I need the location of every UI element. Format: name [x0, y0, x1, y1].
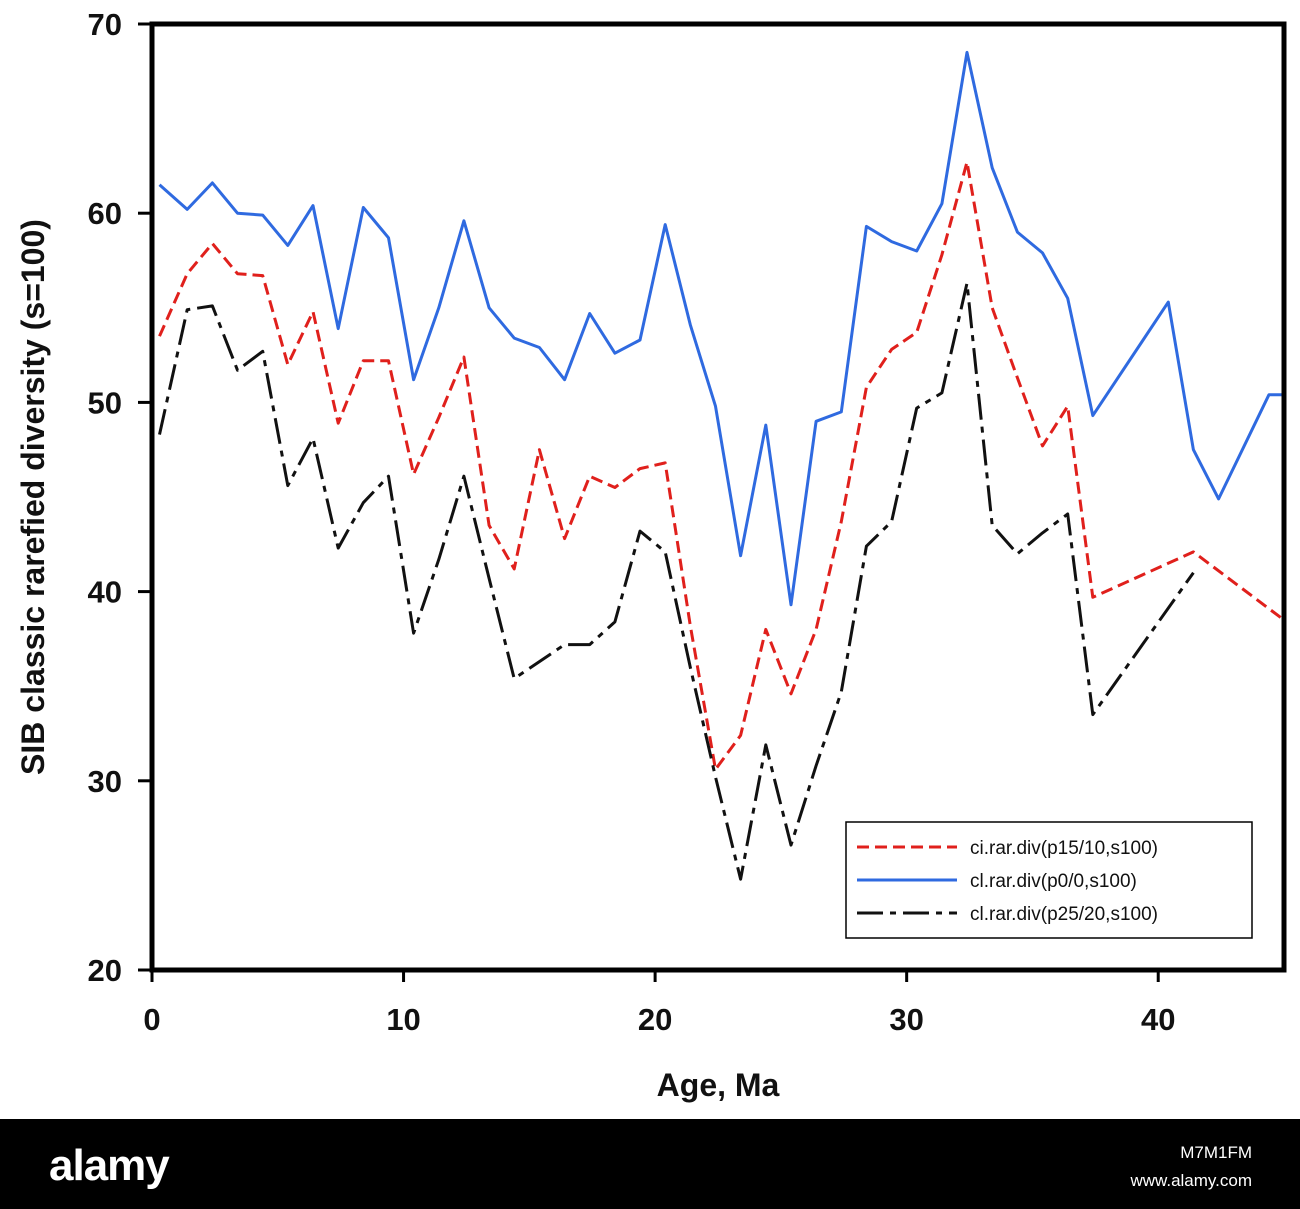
x-tick-label: 10: [386, 1002, 420, 1037]
x-tick-label: 30: [889, 1002, 923, 1037]
y-axis-title: SIB classic rarefied diversity (s=100): [15, 219, 51, 775]
series-line-2: [158, 50, 1284, 607]
series-line-1: [158, 160, 1285, 771]
watermark-info: M7M1FM www.alamy.com: [1130, 1139, 1252, 1195]
y-tick-label: 50: [88, 385, 122, 420]
watermark-bar: alamy M7M1FM www.alamy.com: [0, 1119, 1300, 1209]
y-tick-label: 60: [88, 196, 122, 231]
legend-label-2: cl.rar.div(p0/0,s100): [970, 871, 1137, 892]
series-layer: [158, 50, 1285, 881]
legend: ci.rar.div(p15/10,s100) cl.rar.div(p0/0,s…: [845, 821, 1253, 939]
x-axis-title: Age, Ma: [657, 1067, 780, 1103]
y-tick-label: 20: [88, 953, 122, 988]
y-tick-label: 40: [88, 575, 122, 610]
plot-frame: [149, 21, 1287, 973]
legend-label-3: cl.rar.div(p25/20,s100): [970, 904, 1158, 925]
image-id: M7M1FM: [1180, 1143, 1252, 1162]
x-axis-ticks: 0 10 20 30 40: [143, 970, 1175, 1037]
y-tick-label: 30: [88, 764, 122, 799]
y-tick-label: 70: [88, 7, 122, 42]
y-axis-ticks: 20 30 40 50 60 70: [88, 7, 152, 988]
site-url: www.alamy.com: [1130, 1171, 1252, 1190]
legend-label-1: ci.rar.div(p15/10,s100): [970, 838, 1158, 859]
line-chart: 0 10 20 30 40 20 30 40 50 60 70 Age, Ma SIB class…: [15, 7, 1287, 1103]
alamy-logo: alamy: [49, 1141, 170, 1190]
x-tick-label: 40: [1141, 1002, 1175, 1037]
x-tick-label: 0: [143, 1002, 160, 1037]
series-line-3: [158, 281, 1195, 881]
x-tick-label: 20: [638, 1002, 672, 1037]
